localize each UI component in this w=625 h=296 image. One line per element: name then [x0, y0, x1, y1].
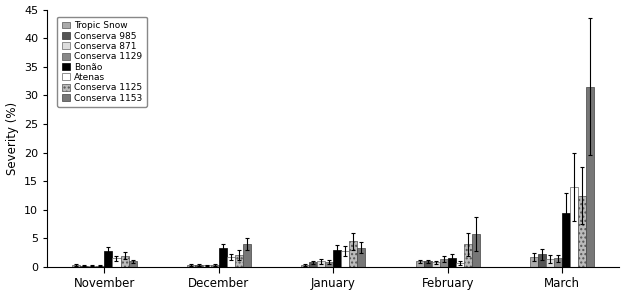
- Bar: [301, 265, 309, 267]
- Bar: [456, 263, 464, 267]
- Bar: [112, 258, 121, 267]
- Bar: [121, 255, 129, 267]
- Bar: [89, 266, 96, 267]
- Y-axis label: Severity (%): Severity (%): [6, 102, 19, 175]
- Bar: [349, 241, 358, 267]
- Bar: [357, 247, 366, 267]
- Legend: Tropic Snow, Conserva 985, Conserva 871, Conserva 1129, Bonão, Atenas, Conserva : Tropic Snow, Conserva 985, Conserva 871,…: [58, 17, 146, 107]
- Bar: [448, 258, 456, 267]
- Bar: [554, 258, 562, 267]
- Bar: [309, 263, 318, 267]
- Bar: [416, 261, 424, 267]
- Bar: [464, 244, 472, 267]
- Bar: [211, 265, 219, 267]
- Bar: [104, 251, 112, 267]
- Bar: [562, 213, 570, 267]
- Bar: [235, 255, 243, 267]
- Bar: [96, 266, 104, 267]
- Bar: [243, 244, 251, 267]
- Bar: [578, 195, 586, 267]
- Bar: [472, 234, 480, 267]
- Bar: [187, 265, 195, 267]
- Bar: [195, 265, 203, 267]
- Bar: [432, 263, 440, 267]
- Bar: [227, 257, 235, 267]
- Bar: [586, 87, 594, 267]
- Bar: [546, 259, 554, 267]
- Bar: [341, 251, 349, 267]
- Bar: [424, 261, 432, 267]
- Bar: [203, 265, 211, 267]
- Bar: [326, 262, 333, 267]
- Bar: [333, 250, 341, 267]
- Bar: [129, 261, 136, 267]
- Bar: [538, 255, 546, 267]
- Bar: [530, 257, 538, 267]
- Bar: [440, 259, 448, 267]
- Bar: [72, 265, 81, 267]
- Bar: [219, 248, 227, 267]
- Bar: [570, 187, 578, 267]
- Bar: [81, 266, 89, 267]
- Bar: [318, 261, 326, 267]
